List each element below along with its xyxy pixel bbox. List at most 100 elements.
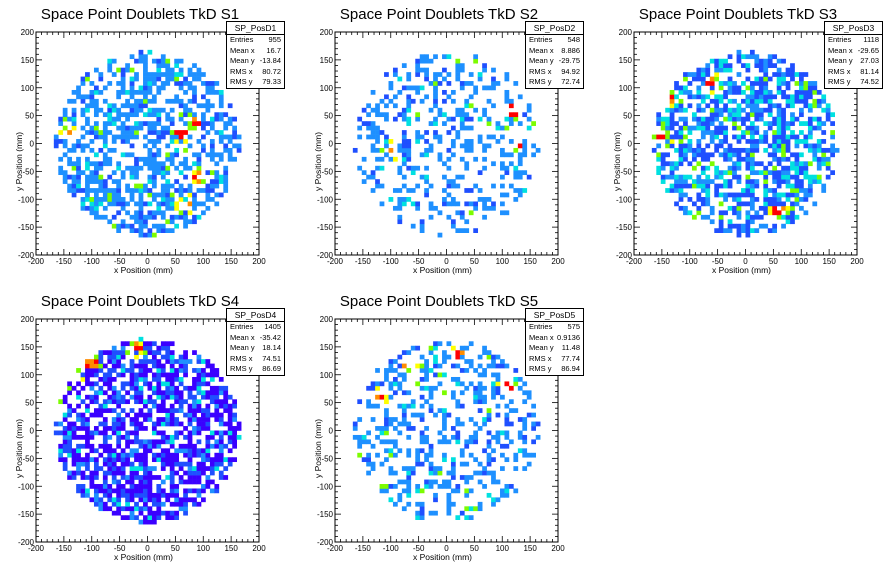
heatmap-cell [143, 376, 148, 382]
heatmap-cell [683, 179, 688, 184]
heatmap-cell [102, 139, 108, 144]
heatmap-cell [169, 475, 175, 480]
heatmap-cell [129, 492, 135, 498]
heatmap-cell [205, 98, 211, 104]
heatmap-cell [98, 421, 104, 427]
heatmap-cell [129, 54, 135, 60]
heatmap-cell [98, 390, 104, 396]
heatmap-cell [419, 501, 425, 507]
heatmap-cell [183, 385, 188, 391]
heatmap-cell [111, 368, 117, 373]
heatmap-cell [758, 85, 764, 91]
heatmap-cell [749, 121, 755, 126]
heatmap-cell [227, 448, 233, 454]
heatmap-cell [428, 385, 434, 391]
heatmap-cell [156, 381, 162, 387]
heatmap-cell [129, 448, 135, 454]
heatmap-cell [160, 448, 166, 454]
heatmap-cell [147, 188, 153, 193]
heatmap-cell [178, 116, 184, 122]
heatmap-cell [80, 412, 86, 418]
heatmap-cell [85, 205, 90, 211]
stats-row-mean-y: Mean y 18.14 [230, 343, 281, 352]
heatmap-cells [53, 336, 242, 525]
heatmap-cell [129, 81, 135, 86]
heatmap-cell [526, 461, 532, 467]
heatmap-cell [361, 107, 367, 113]
heatmap-cell [147, 488, 153, 494]
heatmap-cell [183, 139, 188, 144]
heatmap-cell [53, 421, 59, 427]
heatmap-cell [674, 134, 679, 140]
heatmap-cell [433, 72, 438, 77]
heatmap-cell [718, 112, 724, 118]
heatmap-cell [763, 107, 769, 113]
heatmap-cell [98, 188, 104, 193]
heatmap-cell [803, 81, 809, 86]
heatmap-cell [678, 152, 684, 158]
heatmap-cell [464, 139, 470, 144]
heatmap-cell [71, 174, 77, 180]
heatmap-cell [120, 363, 126, 369]
heatmap-cell [446, 201, 452, 207]
heatmap-cell [178, 161, 184, 167]
heatmap-cell [749, 197, 755, 202]
heatmap-cell [209, 125, 215, 131]
heatmap-cell [209, 183, 215, 189]
heatmap-cell [160, 394, 166, 400]
heatmap-cell [125, 341, 130, 347]
heatmap-cell [794, 197, 800, 202]
heatmap-cell [799, 89, 804, 95]
heatmap-cell [790, 103, 795, 109]
heatmap-cell [174, 421, 180, 427]
heatmap-cell [147, 484, 153, 489]
heatmap-cell [107, 497, 113, 503]
heatmap-cell [419, 448, 425, 454]
heatmap-cell [183, 107, 188, 113]
heatmap-cell [477, 116, 483, 122]
heatmap-cell [700, 94, 706, 100]
heatmap-cell [816, 98, 822, 104]
heatmap-plot: -200 -150 -100 -50 0 50 100 150 200-200-150-100-… [14, 28, 266, 275]
x-tick-label: -100 [383, 544, 400, 553]
heatmap-cell [700, 72, 706, 77]
heatmap-cell [714, 130, 720, 135]
heatmap-cell [508, 139, 514, 144]
heatmap-cell [375, 107, 380, 113]
heatmap-cell [406, 165, 412, 171]
heatmap-cell [718, 58, 724, 64]
heatmap-cell [683, 205, 688, 211]
heatmap-cell [785, 192, 791, 198]
heatmap-cell [749, 165, 755, 171]
heatmap-cell [727, 147, 733, 153]
heatmap-cell [785, 183, 791, 189]
heatmap-cell [772, 205, 778, 211]
heatmap-cell [678, 188, 684, 193]
heatmap-cell [178, 354, 184, 360]
heatmap-cell [754, 228, 760, 233]
y-tick-label: -200 [616, 251, 633, 260]
heatmap-cell [718, 170, 724, 176]
heatmap-cell [754, 161, 760, 167]
heatmap-cell [450, 89, 456, 95]
heatmap-cell [120, 76, 126, 82]
heatmap-cell [696, 76, 702, 82]
heatmap-cell [156, 89, 162, 95]
heatmap-cell [442, 121, 447, 126]
heatmap-cell [98, 174, 104, 180]
heatmap-cell [794, 188, 800, 193]
y-tick-label: -200 [18, 251, 35, 260]
heatmap-cell [125, 457, 130, 463]
heatmap-cell [187, 443, 193, 449]
heatmap-cell [183, 223, 188, 229]
heatmap-cell [147, 112, 153, 118]
heatmap-cell [129, 67, 135, 73]
y-tick-label: -50 [22, 167, 34, 176]
heatmap-cell [107, 372, 113, 378]
heatmap-cell [678, 125, 684, 131]
heatmap-cell [508, 116, 514, 122]
heatmap-cell [116, 363, 122, 369]
heatmap-cell [71, 165, 77, 171]
heatmap-cell [209, 179, 215, 184]
